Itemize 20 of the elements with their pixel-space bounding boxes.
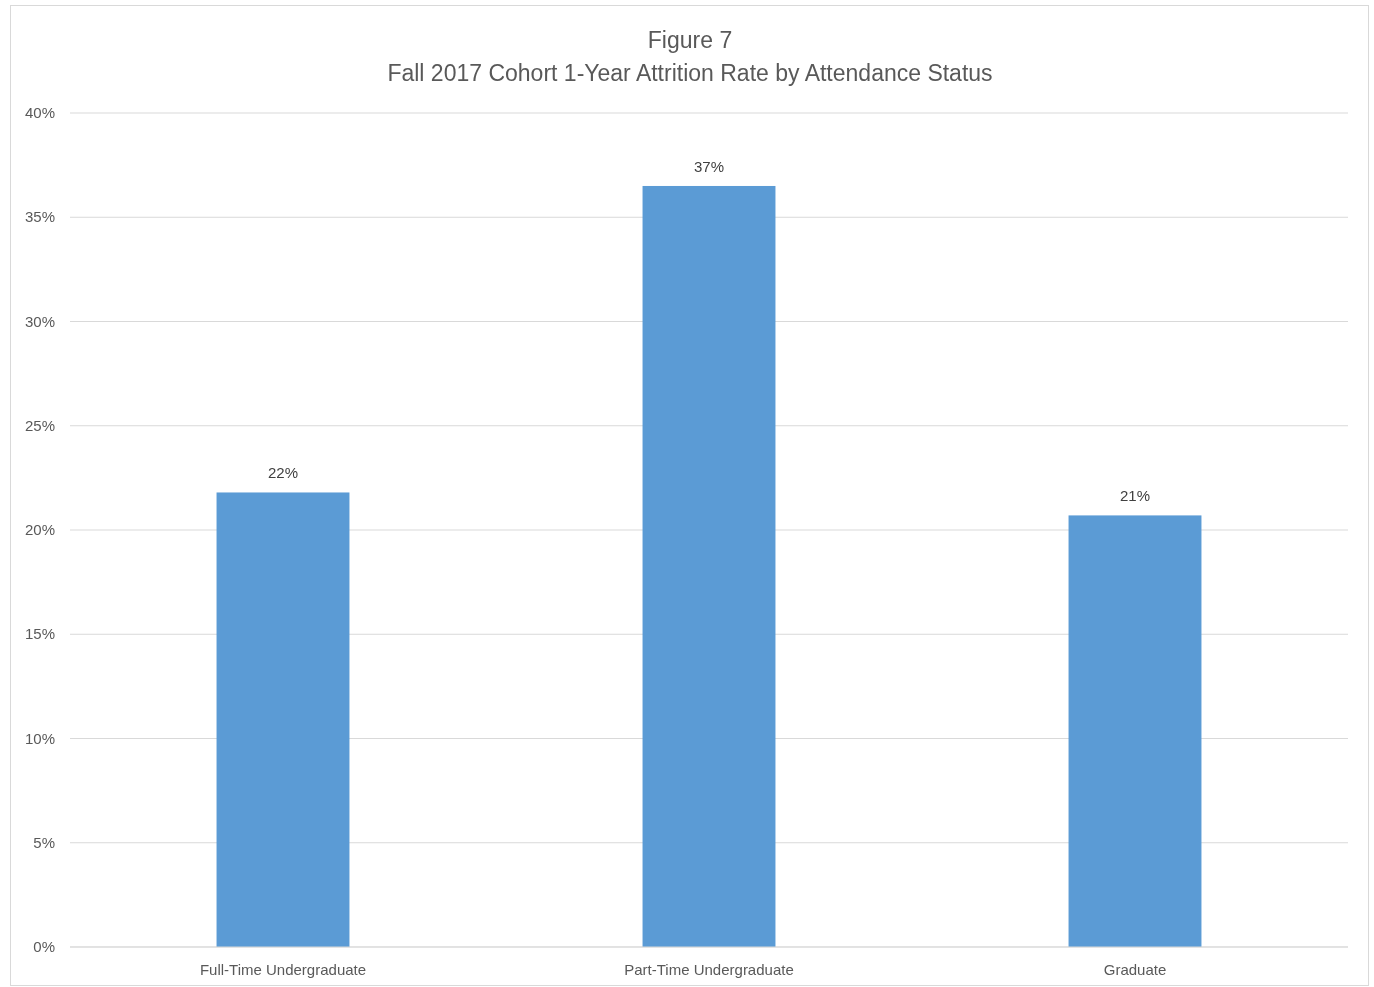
bar (216, 492, 350, 947)
x-tick-label: Graduate (1103, 961, 1167, 978)
x-tick-label: Full-Time Undergraduate (199, 961, 367, 978)
data-label: 21% (1119, 487, 1151, 505)
y-tick-label: 15% (24, 625, 55, 643)
y-tick-label: 0% (33, 938, 55, 955)
data-label: 22% (267, 464, 299, 482)
y-tick-label: 35% (24, 208, 55, 226)
y-tick-label: 25% (24, 416, 55, 434)
chart-title: Figure 7 (647, 27, 733, 53)
bar (642, 185, 776, 947)
y-tick-label: 30% (24, 312, 55, 330)
y-tick-label: 10% (24, 729, 55, 747)
data-label: 37% (693, 157, 725, 175)
x-tick-label: Part-Time Undergraduate (624, 961, 794, 978)
y-tick-label: 20% (24, 521, 55, 538)
y-tick-label: 40% (24, 104, 55, 121)
chart-subtitle: Fall 2017 Cohort 1-Year Attrition Rate by Attendance Status (387, 60, 993, 86)
bar (1068, 515, 1202, 947)
y-tick-label: 5% (33, 833, 55, 851)
